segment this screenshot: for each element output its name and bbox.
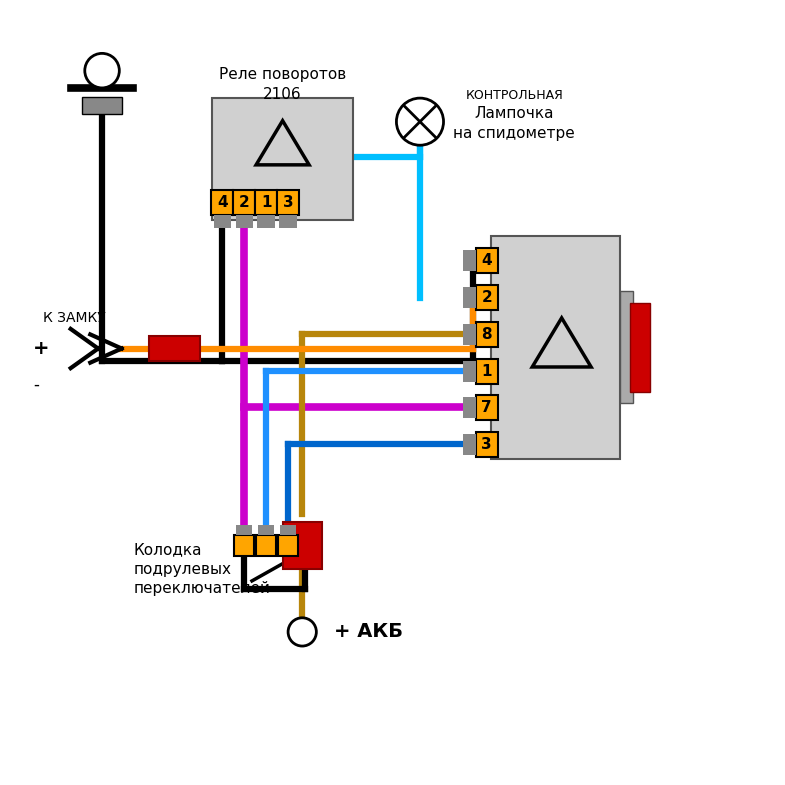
Bar [283,522,322,569]
Bar [476,248,498,273]
Text: -: - [33,376,38,393]
Bar [234,535,254,556]
Text: 2: 2 [239,195,250,210]
Text: на спидометре: на спидометре [453,126,575,141]
Bar [476,395,498,420]
Bar [491,236,620,459]
Text: 4: 4 [481,253,492,268]
Bar [463,361,476,382]
Bar [255,190,277,215]
Text: 2106: 2106 [263,87,302,103]
Bar [463,397,476,418]
Circle shape [85,53,119,88]
Bar [476,432,498,457]
Text: 1: 1 [261,195,272,210]
Bar [211,190,233,215]
Bar [463,287,476,308]
Text: К ЗАМКУ: К ЗАМКУ [43,311,106,325]
Bar [257,215,275,228]
Bar [280,525,296,535]
Bar [279,215,297,228]
Bar [277,190,299,215]
Text: КОНТРОЛЬНАЯ: КОНТРОЛЬНАЯ [466,89,563,102]
Text: Лампочка: Лампочка [474,106,554,122]
Bar [82,97,122,114]
Text: 8: 8 [481,327,492,342]
Bar [149,336,200,361]
Text: 1: 1 [481,363,492,379]
Text: 3: 3 [481,436,492,452]
Text: подрулевых: подрулевых [133,561,232,577]
Text: 2: 2 [481,290,492,305]
Bar [620,291,633,403]
Text: Колодка: Колодка [133,542,202,557]
Circle shape [288,618,316,646]
Text: 3: 3 [283,195,294,210]
Text: +: + [33,339,49,358]
Bar [236,525,252,535]
Text: + АКБ: + АКБ [334,623,403,641]
Bar [278,535,298,556]
Text: 7: 7 [481,400,492,415]
Bar [233,190,255,215]
Bar [258,525,274,535]
Bar [476,322,498,347]
Bar [214,215,231,228]
Bar [630,303,650,392]
Bar [463,250,476,271]
Bar [476,359,498,384]
Bar [236,215,253,228]
Bar [212,98,353,220]
Text: переключателей: переключателей [133,581,270,597]
Bar [476,285,498,310]
Bar [463,434,476,455]
Bar [256,535,276,556]
Bar [463,324,476,345]
Text: 4: 4 [217,195,228,210]
Circle shape [396,98,444,145]
Text: Реле поворотов: Реле поворотов [219,67,346,82]
